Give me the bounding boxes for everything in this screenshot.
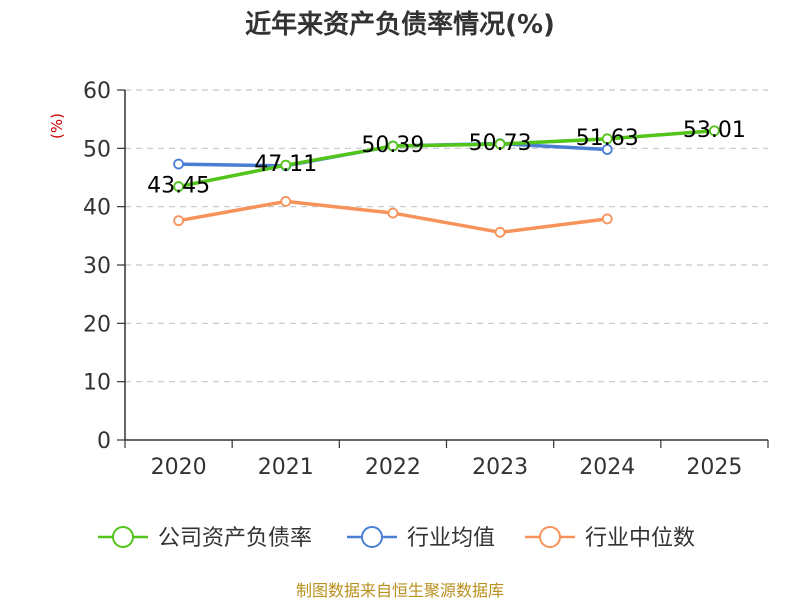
axes: 0 10 20 30 40 50 60 2020 2021 2022 2023 2024 2025 [83,79,769,480]
y-tick-label: 30 [83,254,111,279]
y-tick-label: 10 [83,371,111,396]
series-line-0 [176,129,717,189]
series-point-0 [709,125,720,137]
series-point-2 [387,207,399,219]
legend-label-1: 行业均值 [407,526,495,551]
data-label: 50.39 [361,133,424,158]
y-tick-label: 20 [83,312,111,337]
y-tick-label: 50 [83,137,111,162]
x-tick-label: 2020 [151,455,207,480]
series-point-2 [494,226,506,238]
legend-item-0: 公司资产负债率 [98,526,312,551]
series-0 [173,125,720,192]
data-labels-layer: 43.45 47.11 50.39 50.73 51.63 53.01 [147,118,746,199]
series-point-1 [173,158,184,170]
series-point-0 [173,181,184,192]
grid-lines [125,89,768,383]
legend: 公司资产负债率 行业均值 行业中位数 [98,526,695,551]
data-label: 51.63 [576,126,639,151]
series-point-0 [494,138,506,150]
x-tick-label: 2024 [579,455,635,480]
y-tick-label: 0 [97,429,111,454]
legend-label-2: 行业中位数 [585,526,695,551]
series-2 [173,196,613,238]
y-axis-unit-label: (%) [48,113,66,139]
series-layer [173,125,720,238]
source-note: 制图数据来自恒生聚源数据库 [296,581,504,600]
legend-item-1: 行业均值 [347,526,495,551]
legend-label-0: 公司资产负债率 [158,526,312,551]
legend-marker-2 [539,526,561,548]
data-label: 50.73 [469,131,532,156]
series-point-2 [280,196,292,207]
x-tick-label: 2025 [686,455,742,480]
series-point-0 [387,140,399,152]
data-label: 47.11 [254,152,317,177]
x-tick-label: 2023 [472,455,528,480]
y-tick-label: 40 [83,196,111,221]
x-tick-label: 2022 [365,455,421,480]
y-tick-label: 60 [83,79,111,104]
series-point-0 [280,159,292,171]
legend-item-2: 行业中位数 [525,526,695,551]
legend-marker-0 [112,526,134,548]
series-point-0 [601,133,613,145]
chart-title: 近年来资产负债率情况(%) [245,9,555,40]
series-point-2 [173,215,184,227]
x-tick-label: 2021 [258,455,314,480]
series-point-2 [601,213,613,225]
data-label: 53.01 [683,118,746,143]
series-point-1 [601,144,613,155]
data-label: 43.45 [147,174,210,199]
legend-marker-1 [361,526,383,548]
